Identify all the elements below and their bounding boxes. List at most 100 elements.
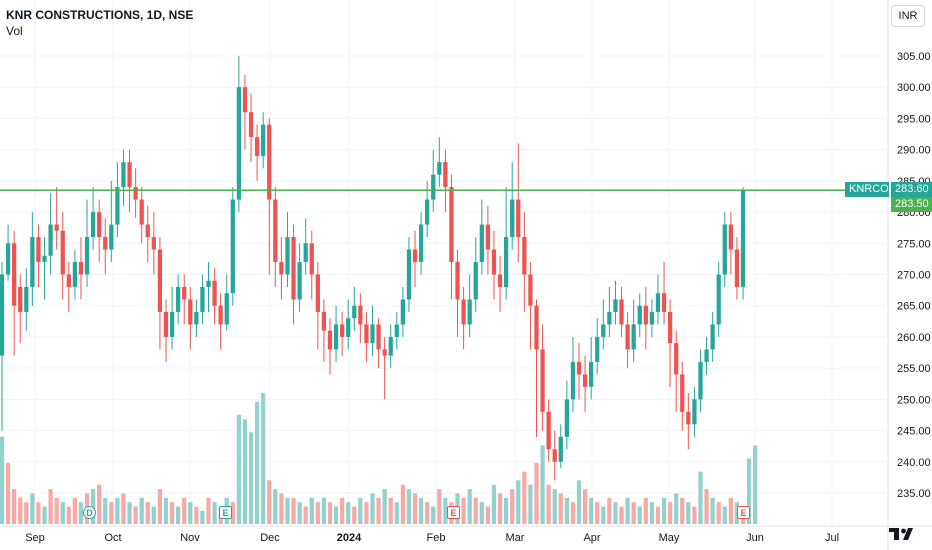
candle-body: [692, 399, 697, 425]
volume-bar: [60, 502, 65, 524]
y-tick-label: 300.00: [897, 82, 931, 94]
tradingview-logo-icon[interactable]: [888, 526, 924, 544]
candle-body: [680, 374, 685, 412]
volume-bar: [279, 493, 284, 524]
candle-body: [370, 324, 375, 344]
volume-bar: [503, 497, 509, 524]
volume-bar: [333, 506, 339, 524]
candle-body: [698, 361, 703, 400]
candle-body: [643, 305, 648, 325]
candle-body: [321, 311, 327, 331]
candle-body: [279, 262, 284, 275]
candle-body: [728, 224, 733, 250]
candle-body: [674, 343, 679, 375]
volume-bar: [382, 489, 387, 524]
volume-bar: [18, 497, 23, 524]
candle-body: [230, 199, 235, 294]
candle-body: [206, 280, 211, 287]
earnings-marker-may[interactable]: E: [737, 506, 750, 519]
candle-body: [467, 299, 472, 325]
volume-bar: [133, 506, 138, 524]
candle-body: [97, 212, 102, 238]
currency-button[interactable]: INR: [891, 5, 925, 27]
volume-bar: [297, 502, 302, 524]
volume-bar: [200, 510, 205, 524]
volume-bar: [497, 493, 503, 524]
candle-body: [479, 224, 484, 263]
volume-bar: [109, 502, 114, 524]
candle-body: [582, 374, 588, 387]
candle-body: [12, 243, 17, 306]
volume-bar: [24, 502, 29, 524]
candle-body: [497, 274, 503, 287]
volume-bar: [242, 419, 248, 524]
y-tick-label: 265.00: [897, 301, 931, 313]
candle-body: [200, 286, 205, 312]
volume-bar: [157, 489, 163, 524]
volume-bar: [667, 502, 673, 524]
volume-bar: [261, 393, 266, 524]
candle-body: [631, 324, 636, 350]
volume-bar: [0, 436, 5, 524]
volume-bar: [103, 497, 108, 524]
candle-body: [24, 286, 29, 312]
volume-bar: [5, 462, 11, 524]
volume-bar: [576, 480, 582, 524]
volume-bar: [613, 502, 618, 524]
candle-body: [176, 286, 181, 312]
candle-body: [182, 286, 187, 300]
volume-bar: [315, 502, 320, 524]
candle-body: [431, 174, 436, 200]
candle-body: [382, 349, 387, 356]
candle-body: [461, 299, 466, 325]
candle-body: [394, 324, 399, 337]
volume-bar: [443, 497, 448, 524]
candle-body: [127, 162, 132, 188]
chart-title: KNR CONSTRUCTIONS, 1D, NSE: [6, 8, 194, 22]
volume-bar: [522, 471, 527, 524]
candle-body: [18, 286, 23, 312]
candle-body: [72, 262, 78, 287]
volume-bar: [248, 432, 254, 524]
candle-body: [443, 162, 448, 188]
volume-bar: [491, 484, 497, 524]
volume-bar: [692, 506, 697, 524]
volume-bar: [570, 502, 576, 524]
candle-body: [425, 199, 430, 225]
candle-body: [686, 411, 691, 425]
volume-bar: [467, 489, 472, 524]
y-tick-label: 240.00: [897, 457, 931, 469]
dividend-marker[interactable]: D: [83, 506, 96, 519]
volume-bar: [358, 497, 363, 524]
volume-bar: [267, 480, 272, 524]
earnings-marker-feb[interactable]: E: [447, 506, 460, 519]
candle-body: [297, 262, 302, 300]
y-tick-label: 250.00: [897, 394, 931, 406]
y-tick-label: 245.00: [897, 426, 931, 438]
x-tick-label: Feb: [427, 532, 446, 544]
volume-bar: [601, 506, 606, 524]
x-tick-label: May: [659, 532, 680, 544]
candle-body: [503, 237, 509, 287]
candle-body: [90, 212, 96, 238]
volume-bar: [655, 506, 661, 524]
volume-bar: [230, 502, 235, 524]
candle-body: [5, 243, 11, 275]
earnings-marker-nov[interactable]: E: [219, 506, 232, 519]
y-tick-label: 305.00: [897, 51, 931, 63]
candle-body: [242, 87, 248, 113]
y-tick-label: 290.00: [897, 145, 931, 157]
volume-bar: [516, 480, 521, 524]
volume-bar: [400, 484, 405, 524]
volume-bar: [661, 497, 667, 524]
candle-body: [30, 237, 35, 287]
candle-body: [667, 311, 673, 344]
volume-bar: [127, 502, 132, 524]
volume-bar: [473, 497, 478, 524]
candle-body: [510, 199, 515, 238]
candle-body: [273, 199, 278, 263]
candle-body: [291, 237, 296, 300]
volume-bar: [710, 497, 715, 524]
candle-body: [710, 324, 715, 350]
